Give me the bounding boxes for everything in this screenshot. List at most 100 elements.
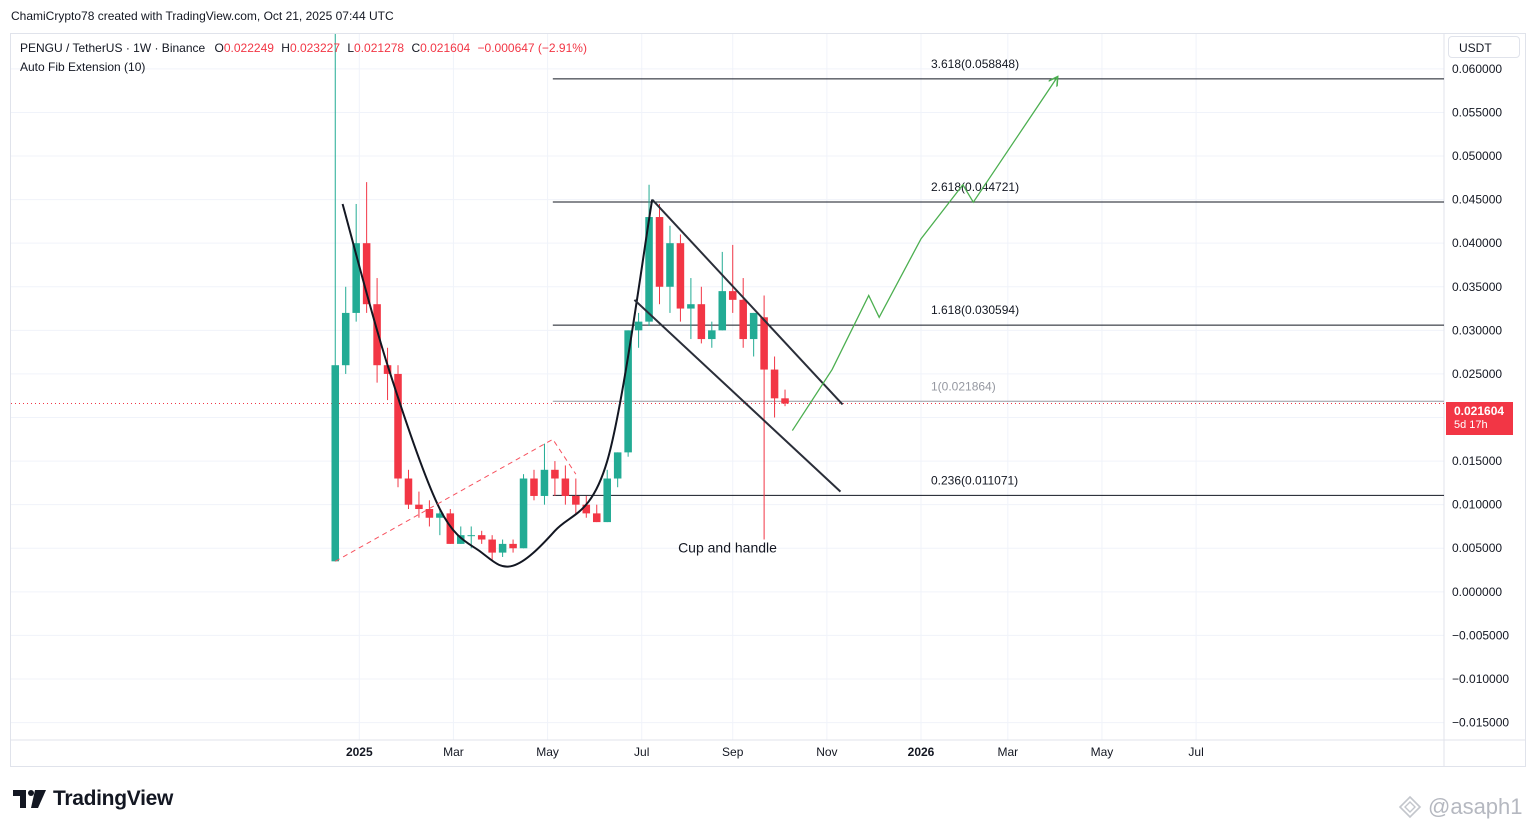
y-axis: 0.060000 0.055000 0.050000 0.045000 0.040000… <box>1452 62 1509 730</box>
drawings-layer: Cup and handle <box>335 78 1057 568</box>
fib-level-label: 2.618(0.044721) <box>931 180 1019 194</box>
tradingview-logo[interactable]: TradingView <box>13 787 173 811</box>
chart-frame <box>10 33 1526 767</box>
watermark: @asaph1 <box>1398 794 1523 820</box>
candle-body <box>749 312 758 340</box>
legend-symbol[interactable]: PENGU / TetherUS · 1W · Binance <box>20 41 206 55</box>
candle-body <box>436 513 444 518</box>
candle-body <box>551 469 559 479</box>
y-tick-label: 0.040000 <box>1452 236 1502 250</box>
y-tick-label: −0.005000 <box>1452 628 1509 642</box>
x-tick-label: Jul <box>1188 745 1203 759</box>
candle-body <box>634 321 643 331</box>
y-tick-label: 0.055000 <box>1452 105 1502 119</box>
candle-body <box>467 535 475 537</box>
y-tick-label: 0.025000 <box>1452 367 1502 381</box>
y-tick-label: 0.010000 <box>1452 498 1502 512</box>
candle-body <box>666 243 674 287</box>
projection-path <box>791 78 1057 431</box>
candle-body <box>655 217 664 287</box>
x-tick-label: Nov <box>816 745 837 759</box>
legend-close-value: 0.021604 <box>420 41 471 55</box>
bar-countdown: 5d 17h <box>1454 419 1488 431</box>
candle-body <box>561 478 570 496</box>
candle-body <box>582 504 591 514</box>
legend: PENGU / TetherUS · 1W · Binance O0.02224… <box>20 39 587 77</box>
x-tick-label: Jul <box>634 745 649 759</box>
legend-high-label: H <box>281 41 290 55</box>
candle-body <box>572 495 580 505</box>
legend-open-value: 0.022249 <box>223 41 274 55</box>
pattern-label: Cup and handle <box>678 540 777 556</box>
x-tick-label: 2025 <box>346 745 373 759</box>
watermark-text: @asaph1 <box>1428 794 1523 819</box>
x-tick-label: 2026 <box>908 745 935 759</box>
candle-body <box>770 369 779 399</box>
candle-body <box>477 535 486 540</box>
x-tick-label: Sep <box>722 745 744 759</box>
y-tick-label: −0.010000 <box>1452 672 1509 686</box>
candle-body <box>488 539 496 553</box>
x-tick-label: May <box>1091 745 1114 759</box>
last-price-value: 0.021604 <box>1454 404 1505 418</box>
currency-button[interactable]: USDT <box>1448 36 1520 58</box>
last-price-tag: 0.021604 5d 17h <box>1446 402 1513 435</box>
legend-low-label: L <box>347 41 355 55</box>
legend-high-value: 0.023227 <box>289 41 341 55</box>
y-tick-label: 0.060000 <box>1452 62 1502 76</box>
y-tick-label: −0.015000 <box>1452 716 1509 730</box>
candles-layer <box>331 34 789 562</box>
channel-lower-line <box>633 299 842 493</box>
candle-body <box>331 365 340 562</box>
tradingview-logo-icon <box>13 790 46 808</box>
legend-change: −0.000647 (−2.91%) <box>477 41 587 55</box>
y-tick-label: 0.000000 <box>1452 585 1502 599</box>
grid-layer <box>11 34 1526 767</box>
y-tick-label: 0.035000 <box>1452 280 1502 294</box>
y-tick-label: 0.050000 <box>1452 149 1502 163</box>
candle-body <box>446 513 455 544</box>
candle-body <box>708 330 716 340</box>
y-tick-label: 0.030000 <box>1452 323 1502 337</box>
fib-level-label: 1.618(0.030594) <box>931 303 1019 317</box>
x-tick-label: Mar <box>443 745 464 759</box>
candle-body <box>676 243 685 309</box>
candle-body <box>498 543 507 553</box>
candle-body <box>781 398 789 404</box>
channel-upper-line <box>651 198 844 406</box>
fib-level-label: 1(0.021864) <box>931 379 996 393</box>
candle-body <box>519 478 528 549</box>
candle-body <box>530 478 538 496</box>
candle-body <box>645 217 653 322</box>
candle-body <box>592 513 601 523</box>
candle-body <box>425 509 434 518</box>
candle-body <box>394 373 402 479</box>
candle-body <box>352 243 360 313</box>
candle-body <box>624 330 632 453</box>
cup-curve <box>341 199 654 568</box>
x-axis: 2025 Mar May Jul Sep Nov 2026 Mar May Jul <box>346 745 1204 759</box>
legend-indicator[interactable]: Auto Fib Extension (10) <box>20 60 146 74</box>
candle-body <box>760 317 768 370</box>
candle-body <box>603 478 611 523</box>
diamond-icon <box>1398 795 1422 819</box>
x-tick-label: May <box>536 745 559 759</box>
candle-body <box>509 543 517 549</box>
candle-body <box>383 365 392 374</box>
candle-body <box>739 299 747 340</box>
candle-body <box>362 243 371 305</box>
fib-level-label: 0.236(0.011071) <box>931 473 1018 487</box>
candle-body <box>373 304 381 366</box>
y-tick-label: 0.005000 <box>1452 541 1502 555</box>
candle-body <box>415 504 423 510</box>
y-tick-label: 0.045000 <box>1452 193 1502 207</box>
candle-body <box>540 469 549 496</box>
candle-body <box>613 452 622 479</box>
x-tick-label: Mar <box>997 745 1018 759</box>
legend-close-label: C <box>411 41 421 55</box>
candle-body <box>404 478 413 505</box>
candle-body <box>697 304 706 340</box>
fib-level-label: 3.618(0.058848) <box>931 57 1019 71</box>
y-tick-label: 0.015000 <box>1452 454 1502 468</box>
